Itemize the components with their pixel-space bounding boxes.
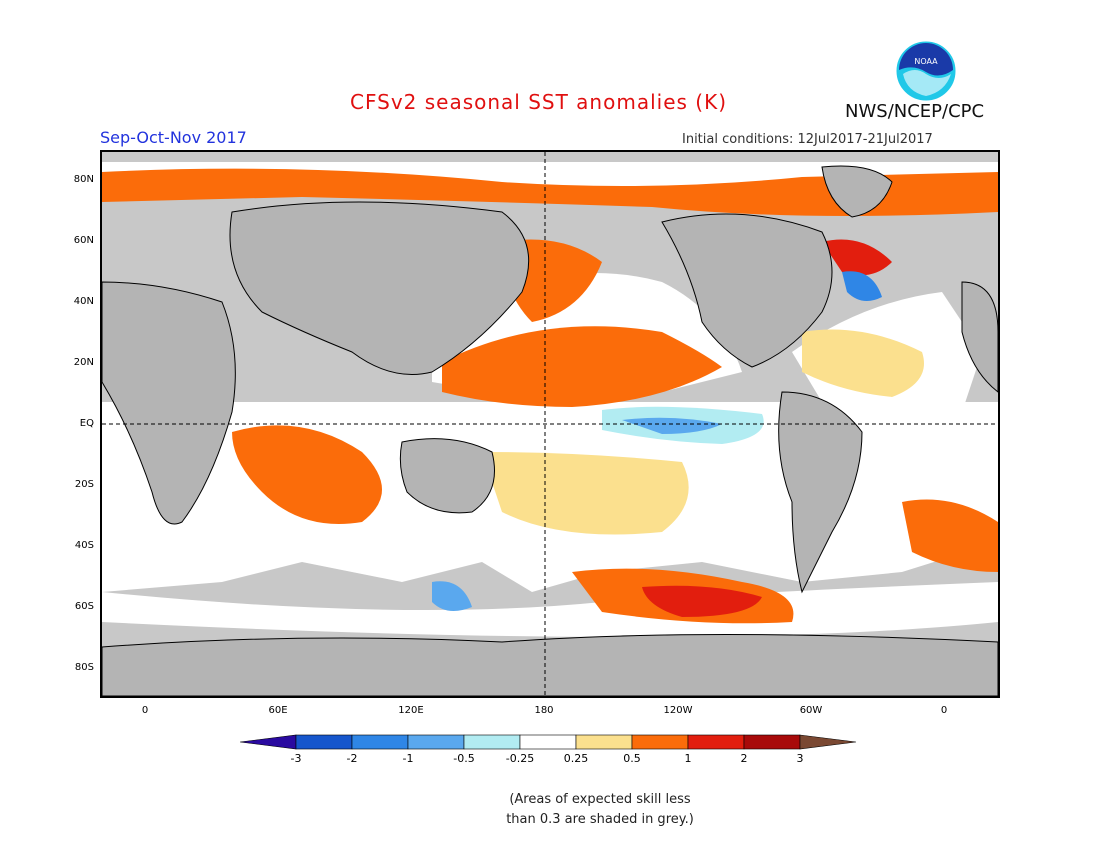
lat-label: 80S: [74, 661, 94, 673]
agency-label: NWS/NCEP/CPC: [845, 101, 985, 122]
land-eurasia: [229, 201, 530, 375]
land-antarctica: [102, 634, 998, 696]
anomaly-indian-warm: [232, 425, 382, 524]
land-north-america: [661, 213, 833, 368]
lat-label: 40S: [74, 539, 94, 551]
colorbar-tick-label: 2: [740, 752, 748, 765]
map-title: CFSv2 seasonal SST anomalies (K): [350, 90, 727, 114]
colorbar-segment: [743, 734, 801, 750]
colorbar-segment: [240, 734, 297, 750]
lon-label: 0: [141, 705, 149, 716]
colorbar-tick-label: 1: [684, 752, 692, 765]
colorbar-tick-label: -1: [402, 752, 414, 765]
sst-anomaly-map: [100, 150, 1000, 698]
land-africa-east: [961, 281, 998, 393]
anomaly-natl-warm: [802, 329, 924, 397]
lat-label: 60N: [73, 235, 94, 247]
colorbar-segment: [519, 734, 577, 750]
lat-label: 20N: [73, 357, 94, 369]
anomaly-southern-cool: [432, 581, 472, 611]
lat-label: EQ: [79, 418, 94, 429]
lon-label: 0: [940, 705, 948, 716]
colorbar-tick-label: 3: [796, 752, 804, 765]
colorbar-tick-label: 0.25: [563, 752, 589, 765]
colorbar-segment: [351, 734, 409, 750]
skill-note: (Areas of expected skill less than 0.3 a…: [506, 792, 694, 827]
colorbar-tick-label: -2: [346, 752, 358, 765]
anomaly-arctic-warm: [102, 168, 998, 216]
lat-label: 40N: [73, 296, 94, 308]
land-south-america: [778, 391, 863, 594]
anomaly-atl-south-warm: [902, 499, 998, 572]
lat-label: 60S: [74, 600, 94, 612]
lon-label: 180: [534, 705, 554, 716]
colorbar-segment: [407, 734, 465, 750]
lon-label: 120W: [663, 705, 693, 716]
lat-label: 80N: [73, 174, 94, 186]
colorbar-tick-label: -0.5: [453, 752, 475, 765]
lat-label: 20S: [74, 478, 94, 490]
map-canvas: [102, 152, 998, 696]
anomaly-north-atl-strong: [822, 239, 892, 276]
anomaly-npac-tropical-warm: [442, 326, 722, 407]
lon-label: 60E: [268, 705, 288, 716]
land-australia: [399, 438, 495, 514]
colorbar-segment: [295, 734, 353, 750]
land-africa: [102, 281, 236, 525]
anomaly-southern-strong: [642, 585, 762, 617]
colorbar-tick-label: 0.5: [623, 752, 641, 765]
lon-label: 60W: [799, 705, 823, 716]
colorbar-tick-label: -3: [290, 752, 302, 765]
season-label: Sep-Oct-Nov 2017: [100, 128, 247, 147]
lon-label: 120E: [398, 705, 424, 716]
land-greenland: [821, 165, 893, 218]
colorbar: [240, 734, 857, 750]
noaa-logo: NOAA: [895, 40, 957, 102]
colorbar-tick-label: -0.25: [505, 752, 535, 765]
colorbar-segment: [463, 734, 521, 750]
colorbar-segment: [631, 734, 689, 750]
colorbar-segment: [575, 734, 633, 750]
anomaly-north-atl-cool: [842, 271, 882, 301]
anomaly-eq-pac-cool-strong: [622, 417, 722, 434]
anomaly-subtropical-sp-warm: [482, 452, 689, 535]
initial-conditions-label: Initial conditions: 12Jul2017-21Jul2017: [682, 132, 933, 147]
logo-text: NOAA: [914, 57, 938, 66]
colorbar-segment: [799, 734, 857, 750]
colorbar-segment: [687, 734, 745, 750]
